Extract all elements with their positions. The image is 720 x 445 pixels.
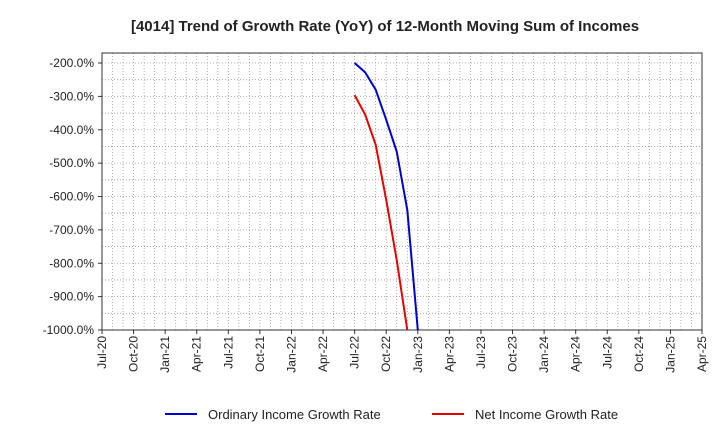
plot-frame — [101, 52, 703, 331]
legend: Ordinary Income Growth Rate Net Income Gr… — [165, 407, 618, 422]
x-tick-label: Apr-22 — [316, 336, 330, 372]
x-tick-label: Jan-25 — [663, 336, 677, 373]
x-tick-label: Oct-21 — [253, 336, 267, 372]
x-tick-label: Apr-23 — [442, 336, 456, 372]
x-tick-label: Jul-21 — [221, 336, 235, 369]
x-tick-label: Apr-21 — [190, 336, 204, 372]
legend-label: Net Income Growth Rate — [475, 407, 618, 422]
y-tick-label: -600.0% — [49, 190, 94, 204]
y-tick-label: -900.0% — [49, 290, 94, 304]
y-tick-label: -700.0% — [49, 223, 94, 237]
series-layer — [353, 62, 419, 330]
y-tick-label: -300.0% — [49, 89, 94, 103]
x-axis: Jul-20 Oct-20 Jan-21 Apr-21 Jul-21 Oct-21 Jan-… — [95, 330, 709, 373]
x-tick-label: Jul-23 — [474, 336, 488, 369]
y-axis: -200.0% -300.0% -400.0% -500.0% -600.0% -700.… — [43, 56, 102, 337]
x-tick-label: Oct-23 — [506, 336, 520, 372]
x-tick-label: Oct-22 — [379, 336, 393, 372]
x-tick-label: Jul-20 — [95, 336, 109, 369]
x-tick-label: Jul-24 — [600, 336, 614, 369]
y-tick-label: -800.0% — [49, 256, 94, 270]
x-tick-label: Jan-24 — [537, 336, 551, 373]
y-tick-label: -200.0% — [49, 56, 94, 70]
x-tick-label: Jul-22 — [348, 336, 362, 369]
legend-label: Ordinary Income Growth Rate — [208, 407, 381, 422]
x-tick-label: Jan-22 — [284, 336, 298, 373]
series-line-net-income — [353, 94, 409, 330]
x-tick-label: Jan-21 — [158, 336, 172, 373]
x-tick-label: Apr-24 — [569, 336, 583, 372]
y-tick-label: -400.0% — [49, 123, 94, 137]
chart-title: [4014] Trend of Growth Rate (YoY) of 12-… — [131, 18, 639, 35]
y-tick-label: -500.0% — [49, 156, 94, 170]
series-line-ordinary-income — [353, 62, 419, 330]
x-tick-label: Oct-20 — [127, 336, 141, 372]
x-tick-label: Oct-24 — [632, 336, 646, 372]
x-tick-label: Jan-23 — [411, 336, 425, 373]
y-tick-label: -1000.0% — [43, 323, 95, 337]
x-tick-label: Apr-25 — [695, 336, 709, 372]
